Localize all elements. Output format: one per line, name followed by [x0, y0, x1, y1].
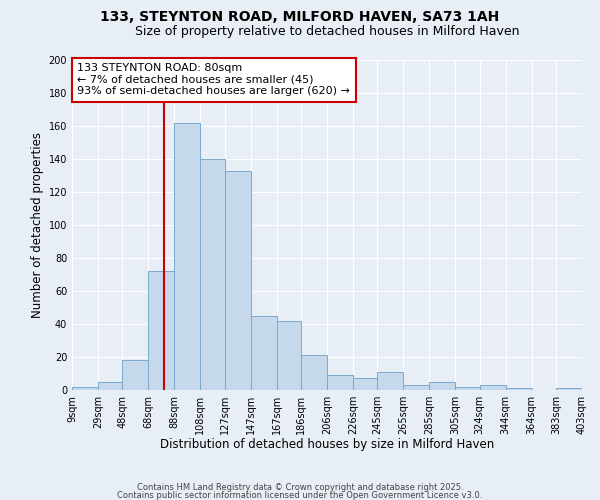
- Bar: [174, 122, 200, 390]
- Bar: [98, 382, 122, 390]
- Bar: [251, 316, 277, 390]
- Bar: [556, 388, 582, 390]
- X-axis label: Distribution of detached houses by size in Milford Haven: Distribution of detached houses by size …: [160, 438, 494, 452]
- Bar: [72, 386, 98, 390]
- Text: Contains public sector information licensed under the Open Government Licence v3: Contains public sector information licen…: [118, 490, 482, 500]
- Bar: [301, 356, 327, 390]
- Bar: [200, 159, 225, 390]
- Bar: [506, 388, 532, 390]
- Bar: [122, 360, 148, 390]
- Bar: [455, 386, 480, 390]
- Bar: [277, 320, 301, 390]
- Bar: [377, 372, 403, 390]
- Bar: [353, 378, 377, 390]
- Y-axis label: Number of detached properties: Number of detached properties: [31, 132, 44, 318]
- Bar: [148, 271, 174, 390]
- Bar: [480, 385, 506, 390]
- Text: 133, STEYNTON ROAD, MILFORD HAVEN, SA73 1AH: 133, STEYNTON ROAD, MILFORD HAVEN, SA73 …: [100, 10, 500, 24]
- Bar: [429, 382, 455, 390]
- Bar: [327, 375, 353, 390]
- Text: 133 STEYNTON ROAD: 80sqm
← 7% of detached houses are smaller (45)
93% of semi-de: 133 STEYNTON ROAD: 80sqm ← 7% of detache…: [77, 64, 350, 96]
- Text: Contains HM Land Registry data © Crown copyright and database right 2025.: Contains HM Land Registry data © Crown c…: [137, 484, 463, 492]
- Bar: [225, 170, 251, 390]
- Title: Size of property relative to detached houses in Milford Haven: Size of property relative to detached ho…: [135, 25, 519, 38]
- Bar: [403, 385, 429, 390]
